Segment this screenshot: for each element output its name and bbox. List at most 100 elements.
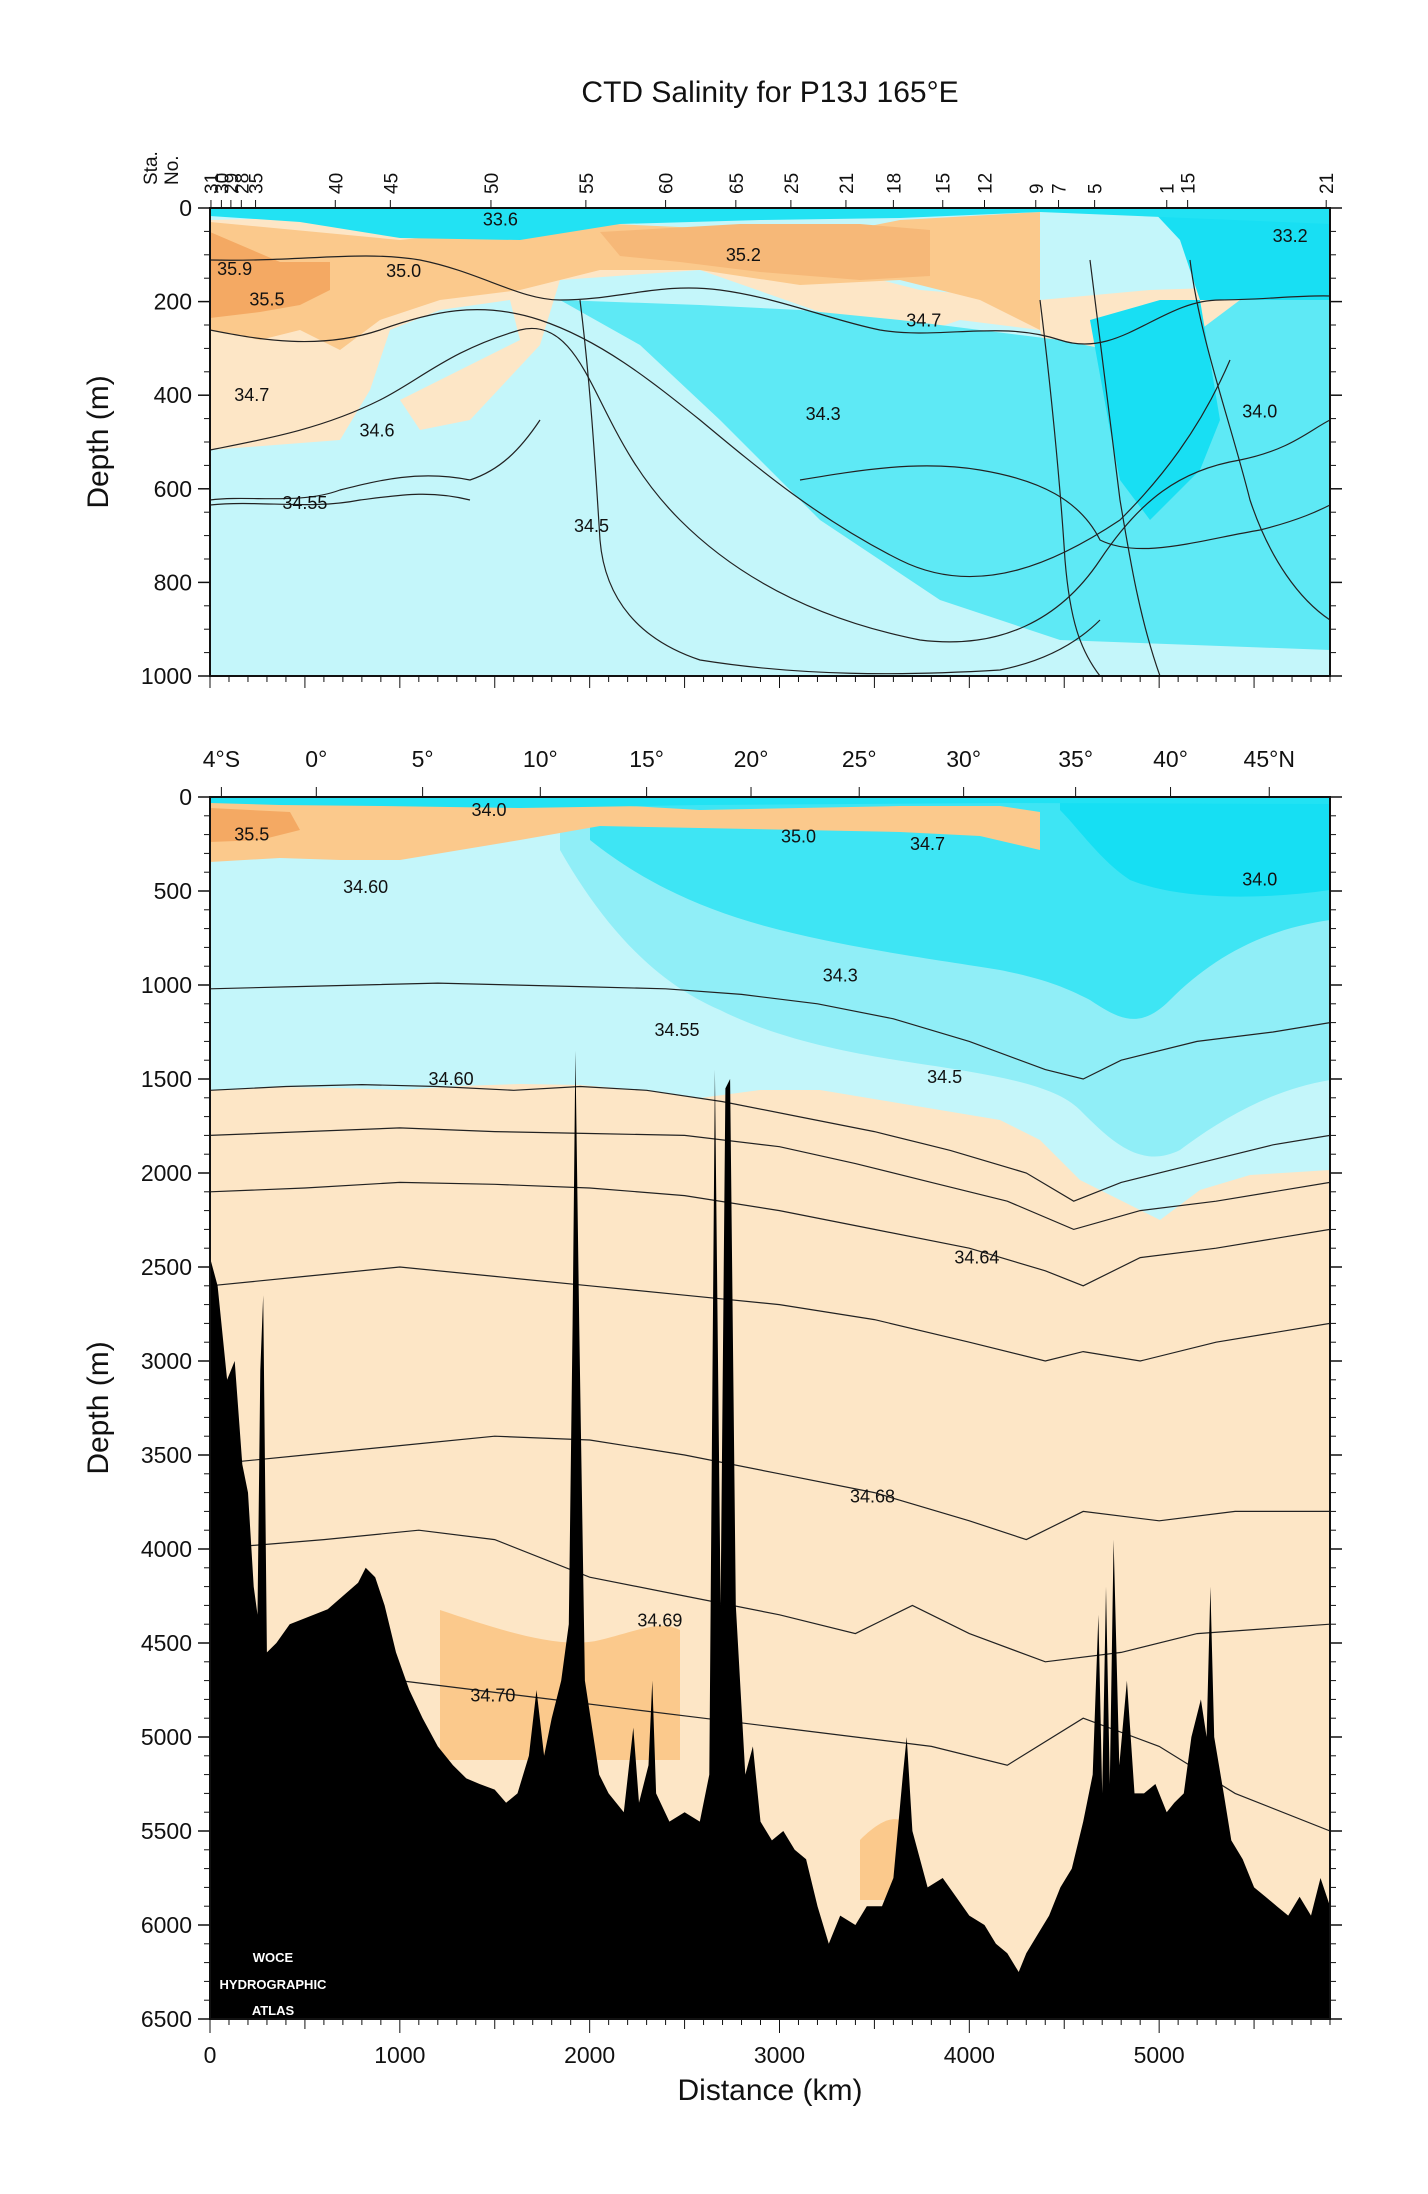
bottom-surface-fresh-layer bbox=[210, 797, 1330, 808]
bottom-contour-label: 34.69 bbox=[637, 1610, 682, 1630]
bottom-contour-label: 34.68 bbox=[850, 1486, 895, 1506]
top-plot-area bbox=[210, 208, 1330, 676]
top-fill-band-34.0 bbox=[1090, 208, 1330, 520]
bottom-y-tick-label: 5000 bbox=[141, 1724, 192, 1750]
bottom-contour-line bbox=[210, 1083, 1330, 1202]
station-label: 15 bbox=[934, 173, 955, 194]
top-contour-6 bbox=[579, 299, 1101, 675]
bottom-x-tick-label: 2000 bbox=[564, 2042, 615, 2068]
latitude-tick-label: 25° bbox=[842, 746, 877, 772]
latitude-tick-label: 15° bbox=[629, 746, 664, 772]
figure-title: CTD Salinity for P13J 165°E bbox=[581, 76, 958, 109]
bottom-fill-band-34.60-warm bbox=[210, 800, 1040, 862]
bottom-contour-label: 35.5 bbox=[234, 825, 269, 845]
bottom-contour-line bbox=[210, 1181, 1330, 1287]
logo-line-hydrographic: HYDROGRAPHIC bbox=[220, 1977, 328, 1992]
top-contour-label: 34.3 bbox=[806, 404, 841, 424]
top-contour-label: 34.5 bbox=[574, 516, 609, 536]
bottom-contour-label: 35.0 bbox=[781, 826, 816, 846]
bottom-x-tick-label: 5000 bbox=[1134, 2042, 1185, 2068]
station-label: 29 bbox=[222, 173, 243, 194]
top-contour-labels: 33.6 35.9 35.5 35.0 35.2 33.2 34.7 34.7 34.6 34.3… bbox=[217, 210, 1308, 537]
bottom-contour-label: 34.0 bbox=[472, 800, 507, 820]
bottom-y-tick-label: 3500 bbox=[141, 1442, 192, 1468]
station-label: 5 bbox=[1086, 183, 1107, 194]
station-label: 1 bbox=[1158, 183, 1179, 194]
station-label: 12 bbox=[976, 173, 997, 194]
bottom-contour-label: 34.60 bbox=[343, 877, 388, 897]
bottom-y-tick-label: 0 bbox=[179, 784, 192, 810]
bottom-contour-label: 34.60 bbox=[429, 1069, 474, 1089]
bottom-contour-line bbox=[210, 1127, 1330, 1231]
bottom-x-tick-label: 1000 bbox=[374, 2042, 425, 2068]
bottom-plot-area bbox=[210, 797, 1330, 2019]
station-label: 50 bbox=[482, 173, 503, 194]
top-y-axis-ticks: 0 200 400 600 800 1000 bbox=[141, 195, 1342, 689]
top-contour-label: 35.0 bbox=[386, 261, 421, 281]
station-label: 60 bbox=[657, 173, 678, 194]
top-y-tick-label: 600 bbox=[154, 476, 192, 502]
latitude-tick-label: 45°N bbox=[1244, 746, 1295, 772]
bottom-y-tick-label: 500 bbox=[154, 878, 192, 904]
station-label: 30 bbox=[212, 173, 233, 194]
bottom-y-tick-label: 6500 bbox=[141, 2006, 192, 2032]
top-contour-label: 33.2 bbox=[1273, 226, 1308, 246]
top-surface-fresh-layer bbox=[210, 208, 1330, 240]
woce-hydrographic-atlas-logo: WOCE HYDROGRAPHIC ATLAS bbox=[220, 1950, 328, 2018]
bottom-x-axis-label: Distance (km) bbox=[677, 2074, 862, 2107]
latitude-tick-label: 5° bbox=[412, 746, 434, 772]
bottom-contour-labels: 34.0 35.5 35.0 34.7 34.60 34.0 34.3 34.55 34.60 3… bbox=[234, 800, 1277, 1705]
latitude-tick-label: 4°S bbox=[203, 746, 240, 772]
bottom-contour-label: 34.5 bbox=[927, 1067, 962, 1087]
station-label: 7 bbox=[1050, 183, 1071, 194]
top-contour-label: 34.0 bbox=[1242, 402, 1277, 422]
bottom-x-axis-ticks: 0 1000 2000 3000 4000 5000 bbox=[204, 2019, 1331, 2068]
station-label: 35 bbox=[247, 173, 268, 194]
station-label: 31 bbox=[202, 173, 223, 194]
logo-line-woce: WOCE bbox=[253, 1950, 294, 1965]
top-contour-4 bbox=[210, 493, 471, 506]
bottom-y-tick-label: 1500 bbox=[141, 1066, 192, 1092]
station-label: 15 bbox=[1179, 173, 1200, 194]
top-x-minor-ticks bbox=[209, 676, 1331, 688]
bottom-y-tick-label: 2500 bbox=[141, 1254, 192, 1280]
bottom-contour-line bbox=[210, 1529, 1330, 1663]
top-contour-3 bbox=[210, 327, 1330, 643]
bottom-y-tick-label: 3000 bbox=[141, 1348, 192, 1374]
station-label: 28 bbox=[232, 173, 253, 194]
top-contour-8 bbox=[1089, 259, 1161, 676]
bottom-fill-band-34.70-deep bbox=[440, 1610, 680, 1760]
station-label: 40 bbox=[326, 173, 347, 194]
top-contour-label: 34.7 bbox=[906, 310, 941, 330]
station-label: 65 bbox=[727, 173, 748, 194]
station-label: 21 bbox=[1317, 173, 1338, 194]
latitude-tick-label: 35° bbox=[1058, 746, 1093, 772]
bottom-contour-label: 34.55 bbox=[654, 1020, 699, 1040]
bottom-y-tick-label: 1000 bbox=[141, 972, 192, 998]
station-label: 18 bbox=[884, 173, 905, 194]
bottom-contour-label: 34.64 bbox=[954, 1248, 999, 1268]
top-fill-band-35.2 bbox=[600, 224, 930, 280]
station-label: 25 bbox=[782, 173, 803, 194]
bottom-contour-label: 34.7 bbox=[910, 834, 945, 854]
station-label: 21 bbox=[837, 173, 858, 194]
top-contour-10 bbox=[799, 465, 1330, 550]
top-contour-label: 34.6 bbox=[360, 420, 395, 440]
top-contour-label: 34.7 bbox=[234, 385, 269, 405]
station-label: 9 bbox=[1027, 183, 1048, 194]
top-y-tick-label: 0 bbox=[179, 195, 192, 221]
top-station-header-line2: No. bbox=[162, 155, 183, 185]
bottom-contour-line bbox=[210, 982, 1330, 1080]
bottom-y-tick-label: 4000 bbox=[141, 1536, 192, 1562]
top-contour-5 bbox=[210, 419, 541, 501]
top-contour-label: 35.9 bbox=[217, 259, 252, 279]
top-y-tick-label: 400 bbox=[154, 382, 192, 408]
latitude-tick-label: 10° bbox=[523, 746, 558, 772]
top-contour-1 bbox=[210, 255, 1330, 345]
seafloor-bathymetry bbox=[210, 1050, 1330, 2019]
top-contour-2 bbox=[210, 309, 1231, 578]
station-label: 45 bbox=[381, 173, 402, 194]
top-y-tick-label: 200 bbox=[154, 289, 192, 315]
